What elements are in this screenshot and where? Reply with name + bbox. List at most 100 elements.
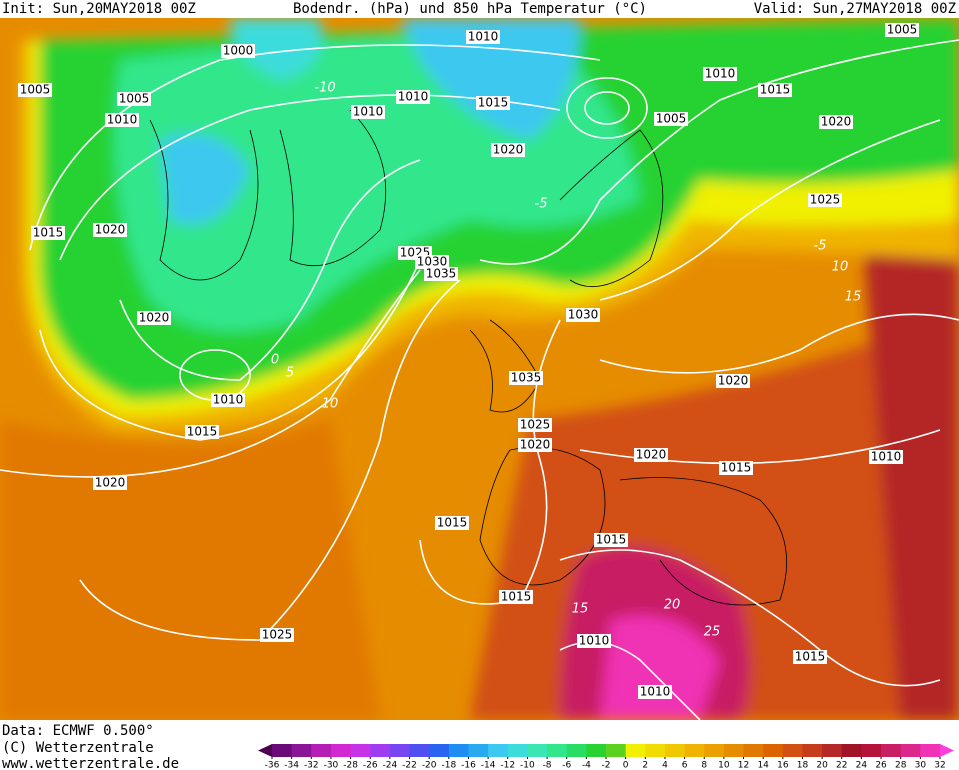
scale-segment: [547, 744, 568, 757]
scale-tick-label: 6: [682, 761, 688, 770]
isobar-label-box: [869, 450, 903, 464]
temperature-label: 10: [322, 397, 339, 412]
scale-tick-label: 16: [777, 761, 789, 770]
scale-segment: [291, 744, 312, 757]
isobar-label-box: [638, 685, 672, 699]
isobar-label-box: [18, 83, 52, 97]
scale-tick-label: 20: [816, 761, 828, 770]
scale-tick-label: 26: [875, 761, 887, 770]
isobar-label: 1015: [437, 516, 468, 530]
isobar-label: 1015: [596, 533, 627, 547]
scale-segment: [743, 744, 764, 757]
isobar-label-box: [491, 143, 525, 157]
temperature-label: 20: [664, 598, 681, 613]
isobar-label: 1010: [213, 393, 244, 407]
scale-segment: [645, 744, 666, 757]
scale-segment: [763, 744, 784, 757]
scale-segment: [409, 744, 430, 757]
init-time: Init: Sun,20MAY2018 00Z: [2, 1, 196, 17]
header-bar: [0, 0, 959, 18]
isobar-label-box: [211, 393, 245, 407]
isobar-label: 1015: [187, 425, 218, 439]
scale-segment: [566, 744, 587, 757]
scale-segment: [350, 744, 371, 757]
isobar-label-box: [716, 374, 750, 388]
temperature-label: 25: [704, 625, 721, 640]
isobar-label: 1025: [262, 628, 293, 642]
temperature-label: 0: [271, 353, 279, 368]
scale-tick-label: -20: [422, 761, 437, 770]
map-title: Bodendr. (hPa) und 850 hPa Temperatur (°…: [293, 1, 647, 17]
temperature-label: -5: [814, 239, 827, 254]
website: www.wetterzentrale.de: [2, 756, 179, 770]
scale-segment: [664, 744, 686, 757]
isobar-label-box: [885, 23, 919, 37]
scale-segment: [684, 744, 705, 757]
temperature-label: -5: [535, 197, 548, 212]
isobar-label-box: [594, 533, 628, 547]
isobar-label: 1020: [95, 476, 126, 490]
temperature-label: 5: [286, 366, 294, 381]
scale-tick-label: 8: [701, 761, 707, 770]
scale-segment: [782, 744, 803, 757]
temperature-label: -10: [314, 81, 335, 96]
scale-tick-label: -2: [602, 761, 611, 770]
scale-tick-label: -6: [562, 761, 571, 770]
scale-segment: [625, 744, 646, 757]
scale-tick-label: 2: [642, 761, 648, 770]
isobar-label: 1010: [640, 685, 671, 699]
scale-tick-label: -34: [284, 761, 299, 770]
isobar-label-box: [31, 226, 65, 240]
isobar-label-box: [466, 30, 500, 44]
isobar-label-box: [117, 92, 151, 106]
isobar-label: 1015: [33, 226, 64, 240]
isobar-label-box: [435, 516, 469, 530]
isobar-label: 1015: [478, 96, 509, 110]
scale-segment: [802, 744, 823, 757]
isobar-label: 1015: [795, 650, 826, 664]
scale-tick-label: -24: [383, 761, 398, 770]
isobar-label-box: [424, 267, 458, 281]
color-scale: -36 -34 -32 -30 -28 -26 -24 -22 -20 -18 -16 -14 -12-…: [258, 744, 954, 770]
scale-segment: [272, 744, 293, 757]
isobar-label-box: [518, 418, 552, 432]
scale-segment: [822, 744, 843, 757]
isobar-label: 1015: [501, 590, 532, 604]
isobar-label-box: [93, 476, 127, 490]
isobar-label: 1010: [468, 30, 499, 44]
isobar-label-box: [577, 634, 611, 648]
scale-tick-label: 0: [623, 761, 629, 770]
scale-tick-label: -16: [461, 761, 476, 770]
temperature-label: 10: [832, 260, 849, 275]
isobar-label-box: [634, 448, 668, 462]
isobar-label-box: [654, 112, 688, 126]
isobar-label: 1005: [887, 23, 918, 37]
scale-segment: [429, 744, 450, 757]
scale-segment: [389, 744, 411, 757]
isobar-label: 1010: [705, 67, 736, 81]
scale-tick-label: 24: [856, 761, 868, 770]
isobar-label-box: [105, 113, 139, 127]
isobar-label-box: [351, 105, 385, 119]
scale-tick-label: 4: [662, 761, 668, 770]
scale-tick-label: -10: [520, 761, 535, 770]
isobar-label-box: [260, 628, 294, 642]
scale-tick-label: -18: [441, 761, 456, 770]
scale-tick-label: -30: [324, 761, 339, 770]
temperature-field: [0, 18, 959, 720]
isobar-label-box: [819, 115, 853, 129]
isobar-label-box: [185, 425, 219, 439]
scale-tick-label: 10: [718, 761, 730, 770]
coastlines: [149, 109, 788, 606]
isobar-label-box: [93, 223, 127, 237]
scale-tick-label: 14: [757, 761, 769, 770]
isobar-label: 1025: [520, 418, 551, 432]
scale-segment: [704, 744, 725, 757]
isobar-label: 1020: [636, 448, 667, 462]
isobar-label-box: [221, 44, 255, 58]
isobar-label: 1010: [871, 450, 902, 464]
isobar-label-box: [703, 67, 737, 81]
isobar-label: 1020: [718, 374, 749, 388]
